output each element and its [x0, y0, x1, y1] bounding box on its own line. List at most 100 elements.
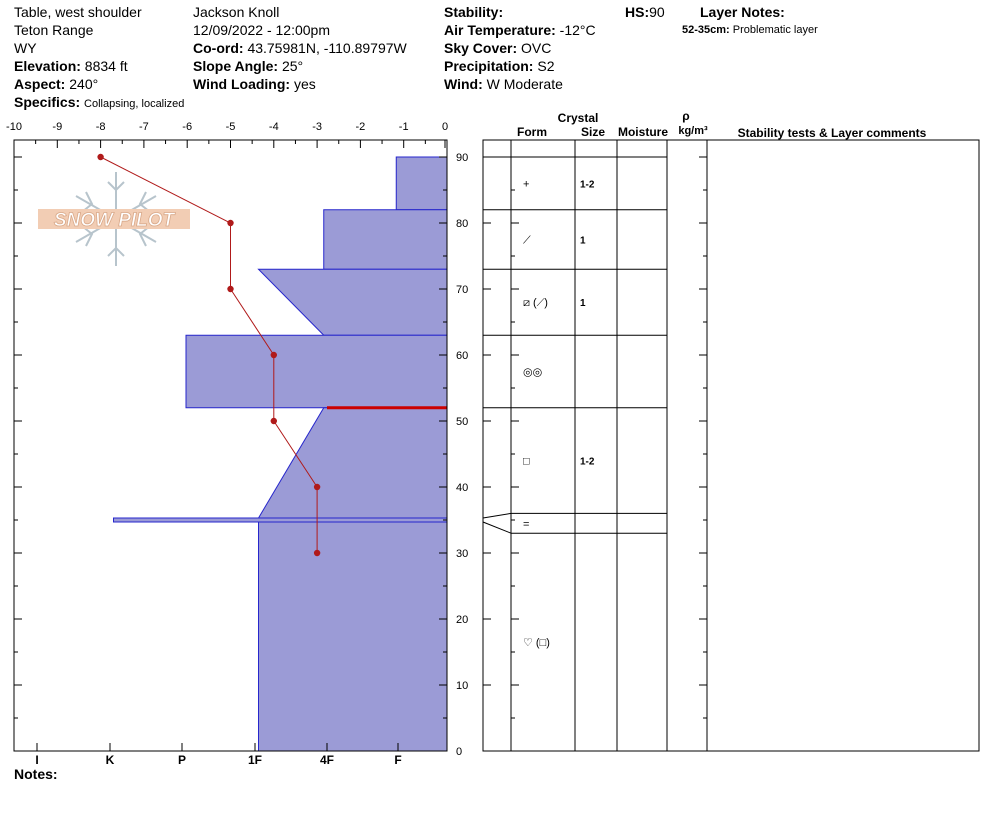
- form-header: Form: [517, 125, 547, 139]
- specifics: Specifics: Collapsing, localized: [14, 94, 184, 112]
- slope-value: 25°: [281, 58, 304, 74]
- hardness-layer-4: [257, 407, 448, 519]
- hardness-tick-label: 1F: [248, 753, 262, 767]
- stability-header: Stability tests & Layer comments: [738, 126, 927, 140]
- wind-loading: Wind Loading: yes: [193, 76, 316, 92]
- hardness-layer-6: [258, 521, 448, 752]
- crystal-form: +: [523, 178, 529, 190]
- layer-note: 52-35cm: Problematic layer: [682, 24, 818, 36]
- layer-note-text: Problematic layer: [732, 24, 818, 36]
- depth-tick-label: 10: [456, 680, 468, 692]
- precip-value: S2: [537, 58, 555, 74]
- elevation-label: Elevation:: [14, 58, 81, 74]
- stability: Stability:: [444, 4, 503, 20]
- depth-tick-label: 40: [456, 482, 468, 494]
- layer-notes-heading: Layer Notes:: [700, 4, 785, 20]
- coordinates: Co-ord: 43.75981N, -110.89797W: [193, 40, 407, 56]
- temperature-point: [227, 219, 234, 227]
- wind-loading-label: Wind Loading:: [193, 76, 291, 92]
- depth-tick-label: 70: [456, 284, 468, 296]
- crystal-form: ⧄ (⟋): [523, 297, 548, 309]
- hardness-layer-5: [113, 517, 448, 523]
- hardness-tick-label: K: [106, 753, 115, 767]
- depth-tick-label: 80: [456, 218, 468, 230]
- wind-label: Wind:: [444, 76, 483, 92]
- hs: HS:90: [625, 4, 665, 20]
- temperature-point: [313, 483, 321, 491]
- aspect-label: Aspect:: [14, 76, 66, 92]
- precipitation: Precipitation: S2: [444, 58, 554, 74]
- row-connector: [482, 512, 512, 519]
- hardness-layer-3: [185, 334, 448, 409]
- hardness-tick-label: 4F: [320, 753, 334, 767]
- coord-value: 43.75981N, -110.89797W: [247, 40, 407, 56]
- observer: Jackson Knoll: [193, 4, 280, 20]
- depth-tick-label: 90: [456, 152, 468, 164]
- range: Teton Range: [14, 22, 94, 38]
- elevation: Elevation: 8834 ft: [14, 58, 128, 74]
- depth-tick-label: 60: [456, 350, 468, 362]
- row-connector: [482, 521, 512, 534]
- elevation-value: 8834 ft: [84, 58, 128, 74]
- hardness-tick-label: F: [394, 753, 401, 767]
- sky-label: Sky Cover:: [444, 40, 518, 56]
- crystal-size: 1: [580, 236, 586, 247]
- coord-label: Co-ord:: [193, 40, 244, 56]
- aspect-value: 240°: [69, 76, 99, 92]
- crystal-size: 1: [580, 298, 586, 309]
- crystal-table-frame: [482, 139, 980, 752]
- wind: Wind: W Moderate: [444, 76, 563, 92]
- depth-tick-label: 30: [456, 548, 468, 560]
- crystal-form: ♡ (□): [523, 637, 550, 649]
- stability-label: Stability:: [444, 4, 504, 20]
- temp-tick-label: -7: [139, 121, 149, 133]
- logo-text: SNOW PILOT: [54, 210, 176, 231]
- hs-label: HS:: [625, 4, 650, 20]
- hardness-layer-1: [323, 209, 448, 270]
- logo-band: [38, 209, 190, 229]
- location: Table, west shoulder: [14, 4, 142, 20]
- temp-tick-label: -2: [356, 121, 366, 133]
- depth-tick-label: 0: [456, 746, 462, 758]
- hardness-tick-label: P: [178, 753, 186, 767]
- temp-tick-label: -1: [399, 121, 409, 133]
- temp-tick-label: -5: [226, 121, 236, 133]
- temp-tick-label: -10: [6, 121, 22, 133]
- state: WY: [14, 40, 37, 56]
- layer-notes-label: Layer Notes:: [700, 4, 785, 20]
- temp-tick-label: -6: [182, 121, 192, 133]
- temperature-point: [270, 351, 277, 359]
- temp-tick-label: -8: [96, 121, 106, 133]
- snowpilot-logo: SNOW PILOT: [38, 172, 190, 266]
- temperature-point: [97, 153, 104, 161]
- temperature-point: [270, 417, 277, 425]
- crystal-form: □: [523, 456, 530, 468]
- moisture-header: Moisture: [618, 125, 668, 139]
- crystal-header: Crystal: [558, 111, 599, 125]
- rho-header: ρ: [682, 109, 689, 123]
- temp-tick-label: -3: [312, 121, 322, 133]
- datetime: 12/09/2022 - 12:00pm: [193, 22, 330, 38]
- layer-note-range: 52-35cm:: [682, 24, 730, 36]
- crystal-form: =: [523, 518, 529, 530]
- temp-tick-label: 0: [442, 121, 448, 133]
- notes: Notes:: [14, 766, 58, 782]
- slope-label: Slope Angle:: [193, 58, 279, 74]
- precip-label: Precipitation:: [444, 58, 534, 74]
- hardness-layer-2: [257, 268, 448, 336]
- density-header: kg/m³: [678, 125, 708, 137]
- air-temperature: Air Temperature: -12°C: [444, 22, 596, 38]
- notes-label: Notes:: [14, 766, 58, 782]
- temp-tick-label: -4: [269, 121, 279, 133]
- wind-loading-value: yes: [293, 76, 316, 92]
- hs-value: 90: [649, 4, 665, 20]
- crystal-form: ⟋: [523, 235, 531, 247]
- aspect: Aspect: 240°: [14, 76, 98, 92]
- depth-tick-label: 20: [456, 614, 468, 626]
- specifics-value: Collapsing, localized: [84, 98, 185, 110]
- crystal-size: 1-2: [580, 457, 595, 468]
- sky-cover: Sky Cover: OVC: [444, 40, 551, 56]
- crystal-form: ◎◎: [523, 367, 542, 379]
- temp-tick-label: -9: [52, 121, 62, 133]
